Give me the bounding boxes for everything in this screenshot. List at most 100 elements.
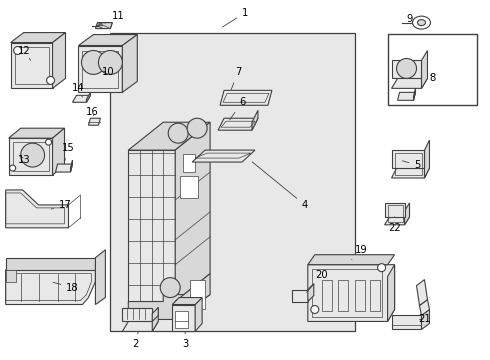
Polygon shape: [11, 42, 52, 88]
Text: 10: 10: [102, 67, 115, 77]
Bar: [322, 280, 332, 311]
Polygon shape: [392, 78, 427, 88]
Polygon shape: [71, 160, 73, 172]
Polygon shape: [388, 265, 394, 321]
Polygon shape: [6, 270, 16, 282]
Text: 17: 17: [51, 200, 72, 210]
Circle shape: [46, 139, 51, 145]
Bar: [338, 280, 348, 311]
Circle shape: [311, 306, 319, 314]
Polygon shape: [424, 140, 429, 178]
Polygon shape: [6, 258, 96, 270]
Bar: [369, 280, 380, 311]
Polygon shape: [292, 289, 308, 302]
Circle shape: [168, 123, 188, 143]
Polygon shape: [172, 305, 195, 332]
Polygon shape: [52, 128, 65, 175]
Polygon shape: [392, 168, 429, 178]
Circle shape: [98, 50, 122, 75]
Polygon shape: [308, 255, 394, 265]
Text: 2: 2: [132, 332, 139, 349]
Text: 11: 11: [105, 11, 125, 23]
Polygon shape: [419, 300, 429, 315]
Polygon shape: [9, 128, 65, 138]
Text: 12: 12: [18, 45, 31, 60]
Polygon shape: [175, 122, 210, 302]
Polygon shape: [405, 203, 410, 225]
Circle shape: [10, 165, 16, 171]
Polygon shape: [392, 150, 424, 168]
Polygon shape: [397, 92, 416, 100]
Bar: [15, 46, 49, 84]
Polygon shape: [218, 118, 258, 130]
Polygon shape: [175, 274, 210, 319]
Text: 18: 18: [53, 282, 79, 293]
Text: 13: 13: [18, 155, 31, 165]
Polygon shape: [392, 60, 421, 78]
Bar: [355, 280, 365, 311]
Polygon shape: [252, 110, 258, 130]
Polygon shape: [128, 294, 210, 319]
Polygon shape: [128, 122, 210, 150]
Polygon shape: [172, 298, 202, 305]
Circle shape: [160, 278, 180, 298]
Polygon shape: [421, 50, 427, 88]
Polygon shape: [78, 35, 137, 45]
Polygon shape: [385, 203, 405, 217]
Circle shape: [21, 143, 45, 167]
Polygon shape: [128, 150, 175, 302]
Polygon shape: [78, 45, 122, 92]
Polygon shape: [175, 311, 188, 328]
Bar: [394, 153, 422, 175]
Polygon shape: [86, 92, 91, 102]
Bar: [312, 269, 382, 318]
Circle shape: [81, 50, 105, 75]
Polygon shape: [220, 90, 272, 105]
Text: 14: 14: [72, 84, 85, 97]
Polygon shape: [152, 307, 158, 332]
Polygon shape: [421, 310, 429, 329]
Polygon shape: [96, 23, 112, 28]
Text: 3: 3: [182, 332, 188, 349]
Polygon shape: [89, 118, 100, 125]
Text: 9: 9: [406, 14, 413, 24]
Text: 8: 8: [429, 73, 436, 84]
Polygon shape: [414, 88, 416, 100]
Text: 15: 15: [62, 143, 75, 162]
Bar: [82, 50, 119, 88]
Circle shape: [47, 76, 54, 84]
Bar: [110, 32, 355, 332]
Polygon shape: [11, 32, 66, 42]
Polygon shape: [55, 164, 73, 172]
Polygon shape: [9, 138, 52, 175]
Text: 16: 16: [86, 107, 99, 117]
Polygon shape: [392, 315, 421, 329]
Polygon shape: [195, 298, 202, 332]
Bar: [180, 176, 198, 198]
Text: 21: 21: [418, 314, 431, 324]
Polygon shape: [192, 150, 255, 162]
Text: 5: 5: [402, 160, 421, 170]
Polygon shape: [96, 250, 105, 305]
Bar: [183, 154, 195, 172]
Bar: [388, 205, 403, 222]
Bar: [388, 33, 477, 105]
Polygon shape: [308, 284, 314, 302]
Circle shape: [378, 264, 386, 272]
Ellipse shape: [413, 16, 431, 29]
Polygon shape: [6, 270, 96, 305]
Polygon shape: [6, 190, 69, 228]
Polygon shape: [308, 265, 394, 321]
Polygon shape: [52, 32, 66, 88]
Bar: [13, 142, 49, 171]
Polygon shape: [122, 321, 158, 332]
Polygon shape: [122, 307, 152, 321]
Text: 19: 19: [352, 245, 368, 260]
Circle shape: [14, 46, 22, 54]
Text: 20: 20: [307, 270, 328, 292]
Text: 7: 7: [231, 67, 241, 90]
Polygon shape: [152, 307, 158, 321]
Text: 22: 22: [388, 217, 401, 233]
Text: 1: 1: [222, 8, 248, 27]
Circle shape: [187, 118, 207, 138]
